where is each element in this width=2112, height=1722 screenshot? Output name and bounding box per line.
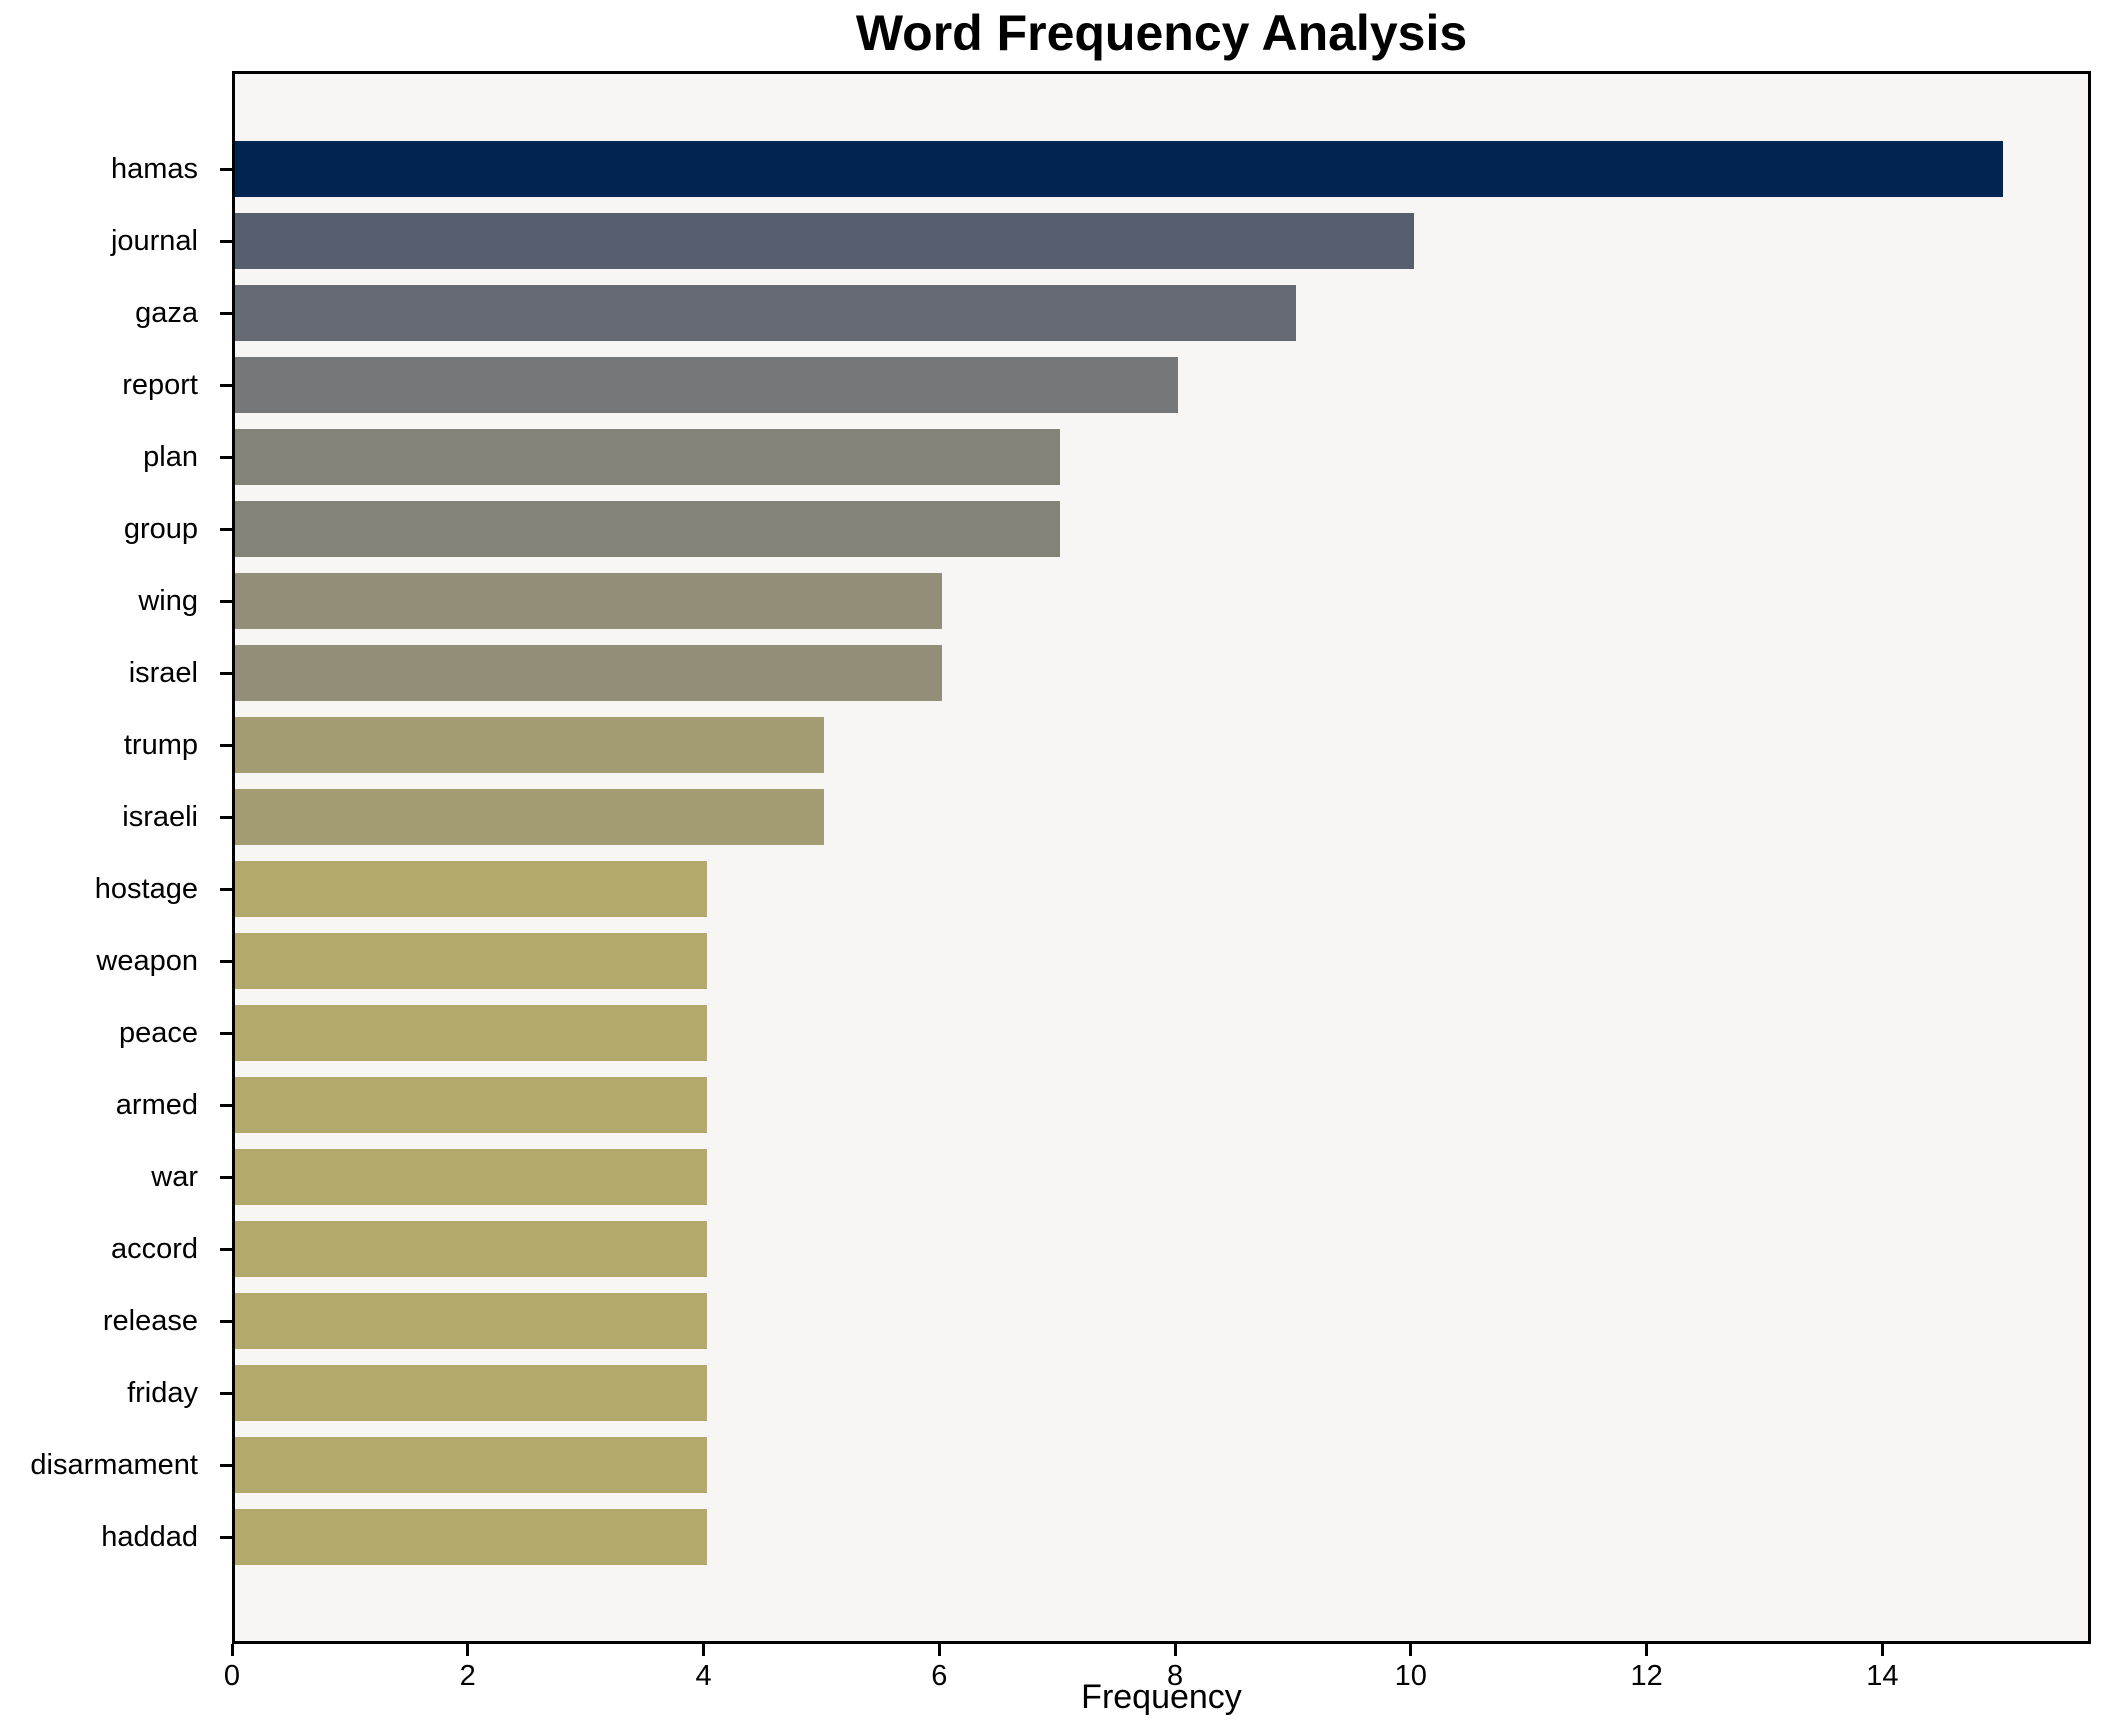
y-tick-mark	[220, 383, 232, 387]
y-tick-mark	[220, 815, 232, 819]
y-tick-label: accord	[110, 1233, 198, 1265]
y-tick-mark	[220, 599, 232, 603]
x-tick-mark	[702, 1644, 706, 1656]
bar-trump	[235, 717, 824, 773]
y-tick-mark	[220, 671, 232, 675]
x-tick-label: 10	[1394, 1660, 1427, 1692]
y-tick-label: disarmament	[30, 1449, 198, 1481]
y-tick-label: friday	[127, 1377, 198, 1409]
y-tick-mark	[220, 1175, 232, 1179]
bar-disarmament	[235, 1437, 707, 1493]
y-tick-label: israeli	[122, 801, 198, 833]
bar-gaza	[235, 285, 1296, 341]
x-tick-mark	[230, 1644, 234, 1656]
bar-wing	[235, 573, 942, 629]
x-tick-mark	[937, 1644, 941, 1656]
x-tick-mark	[1409, 1644, 1413, 1656]
bar-release	[235, 1293, 707, 1349]
x-tick-label: 8	[1166, 1660, 1184, 1692]
x-tick-label: 14	[1866, 1660, 1899, 1692]
y-tick-label: gaza	[135, 297, 198, 329]
y-tick-label: report	[122, 369, 198, 401]
y-tick-mark	[220, 455, 232, 459]
bar-hostage	[235, 861, 707, 917]
x-tick-label: 6	[931, 1660, 948, 1692]
y-tick-label: plan	[143, 441, 198, 473]
x-tick-label: 2	[459, 1660, 476, 1692]
bar-journal	[235, 213, 1414, 269]
y-tick-mark	[220, 1247, 232, 1251]
y-tick-label: weapon	[96, 945, 198, 977]
y-tick-label: trump	[123, 729, 198, 761]
bar-peace	[235, 1005, 707, 1061]
bar-armed	[235, 1077, 707, 1133]
y-tick-mark	[220, 887, 232, 891]
y-tick-mark	[220, 167, 232, 171]
bar-israel	[235, 645, 942, 701]
bar-israeli	[235, 789, 824, 845]
y-tick-mark	[220, 959, 232, 963]
y-tick-mark	[220, 1103, 232, 1107]
y-tick-mark	[220, 1031, 232, 1035]
y-tick-mark	[220, 1535, 232, 1539]
bar-haddad	[235, 1509, 707, 1565]
y-tick-label: wing	[138, 585, 198, 617]
bar-hamas	[235, 141, 2003, 197]
y-tick-label: release	[102, 1305, 198, 1337]
bar-report	[235, 357, 1178, 413]
bar-accord	[235, 1221, 707, 1277]
bar-war	[235, 1149, 707, 1205]
y-tick-label: haddad	[101, 1521, 198, 1553]
y-tick-label: armed	[115, 1089, 198, 1121]
x-tick-mark	[466, 1644, 470, 1656]
y-tick-mark	[220, 1319, 232, 1323]
y-tick-mark	[220, 527, 232, 531]
y-tick-mark	[220, 743, 232, 747]
x-tick-mark	[1880, 1644, 1884, 1656]
chart-title: Word Frequency Analysis	[855, 5, 1468, 61]
x-tick-label: 12	[1630, 1660, 1663, 1692]
x-tick-label: 4	[695, 1660, 712, 1692]
x-tick-mark	[1173, 1644, 1177, 1656]
bar-plan	[235, 429, 1060, 485]
y-tick-label: peace	[118, 1017, 198, 1049]
y-tick-label: group	[123, 513, 198, 545]
y-tick-label: journal	[110, 225, 198, 257]
bar-group	[235, 501, 1060, 557]
y-tick-label: war	[151, 1161, 198, 1193]
x-tick-mark	[1645, 1644, 1649, 1656]
y-tick-mark	[220, 1391, 232, 1395]
bar-weapon	[235, 933, 707, 989]
y-tick-label: hostage	[94, 873, 198, 905]
y-tick-label: israel	[128, 657, 198, 689]
y-tick-mark	[220, 239, 232, 243]
bar-friday	[235, 1365, 707, 1421]
x-axis-label: Frequency	[1081, 1678, 1242, 1716]
x-tick-label: 0	[223, 1660, 241, 1692]
y-tick-label: hamas	[110, 153, 198, 185]
y-tick-mark	[220, 1463, 232, 1467]
y-tick-mark	[220, 311, 232, 315]
